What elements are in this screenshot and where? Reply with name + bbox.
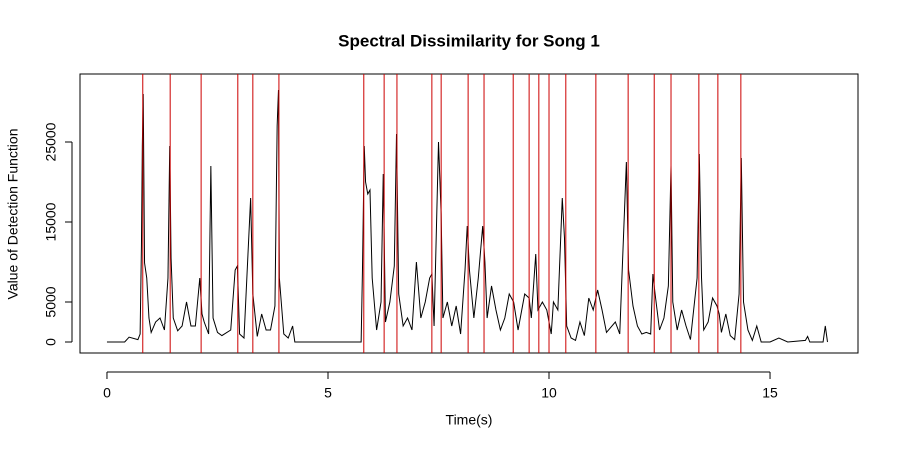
- plot-frame: [79, 73, 859, 354]
- x-axis-label: Time(s): [446, 412, 493, 428]
- y-tick-label: 15000: [43, 202, 59, 241]
- y-axis-label: Value of Detection Function: [5, 129, 21, 300]
- x-tick-label: 0: [103, 385, 111, 401]
- x-tick-label: 10: [541, 385, 557, 401]
- y-tick-label: 0: [43, 338, 59, 346]
- chart-title: Spectral Dissimilarity for Song 1: [338, 31, 600, 50]
- y-tick-label: 5000: [43, 286, 59, 317]
- x-tick-label: 5: [324, 385, 332, 401]
- y-tick-label: 25000: [43, 122, 59, 161]
- x-tick-label: 15: [762, 385, 778, 401]
- signal-line: [106, 89, 828, 343]
